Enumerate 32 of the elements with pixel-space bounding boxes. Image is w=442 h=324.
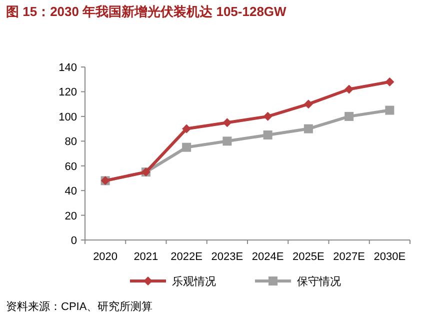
y-tick-label: 140 (58, 62, 77, 74)
legend-label: 保守情况 (297, 275, 341, 288)
x-tick-label: 2024E (252, 251, 284, 263)
point (263, 112, 272, 121)
point (222, 118, 232, 128)
chart-title: 图 15：2030 年我国新增光伏装机达 105-128GW (6, 4, 288, 19)
x-tick-label: 2027E (333, 251, 365, 263)
y-tick-label: 80 (64, 136, 77, 148)
x-tick-label: 2030E (374, 251, 406, 263)
x-tick-label: 2025E (292, 251, 324, 263)
y-tick-label: 0 (70, 235, 77, 247)
text: 资料来源：CPIA、研究所测算 (6, 300, 153, 313)
x-tick-label: 2022E (170, 251, 202, 263)
x-tick-label: 2023E (211, 251, 244, 263)
y-tick-label: 60 (64, 160, 77, 173)
y-tick-label: 40 (64, 186, 77, 198)
point (385, 106, 394, 115)
point (304, 124, 313, 134)
point (182, 142, 192, 152)
point (222, 136, 232, 146)
point (263, 130, 272, 140)
point (182, 124, 192, 134)
y-tick-label: 120 (58, 86, 77, 99)
point (344, 84, 354, 94)
x-tick-label: 2020 (93, 251, 118, 263)
point (304, 100, 313, 109)
y-tick-label: 20 (64, 210, 77, 222)
y-tick-label: 100 (58, 111, 77, 124)
x-tick-label: 2021 (134, 251, 158, 263)
point (385, 77, 394, 86)
point (344, 112, 354, 121)
legend-label: 乐观情况 (172, 275, 216, 288)
